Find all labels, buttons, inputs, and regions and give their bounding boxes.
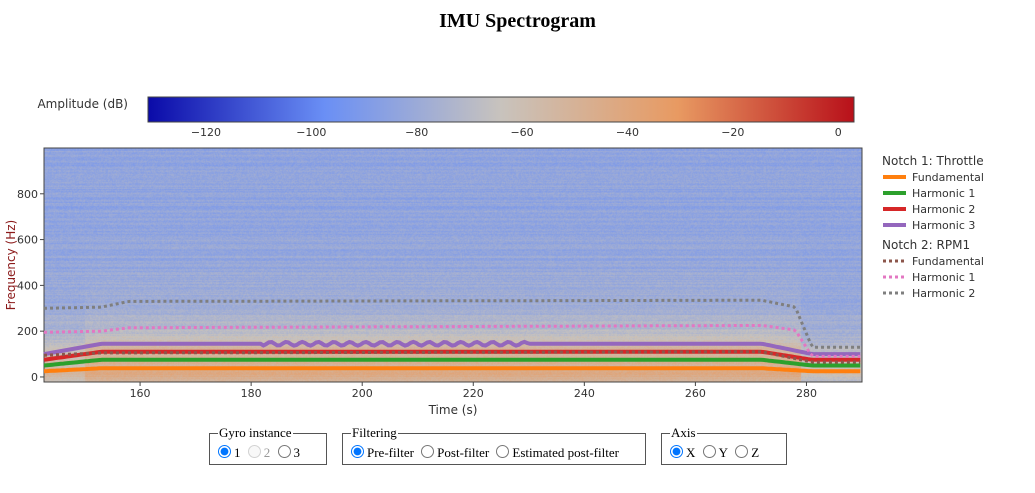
colorbar-tick: −100	[296, 126, 326, 139]
x-tick-label: 180	[241, 387, 262, 400]
x-tick-label: 220	[463, 387, 484, 400]
colorbar-tick: −80	[405, 126, 428, 139]
y-tick-label: 200	[17, 325, 38, 338]
legend-group-title: Notch 2: RPM1	[882, 238, 970, 252]
legend-item[interactable]: Fundamental	[912, 255, 984, 268]
axis-option-x[interactable]: X	[670, 445, 695, 460]
series-line-fundamental[interactable]	[44, 368, 860, 371]
x-tick-label: 200	[352, 387, 373, 400]
gyro-option-1[interactable]: 1	[218, 445, 241, 460]
axis-option-y[interactable]: Y	[703, 445, 728, 460]
legend-item[interactable]: Harmonic 1	[912, 187, 975, 200]
colorbar-tick: −60	[510, 126, 533, 139]
filter-option-estimated[interactable]: Estimated post-filter	[496, 445, 619, 460]
gyro-option-3[interactable]: 3	[278, 445, 301, 460]
colorbar-tick: 0	[835, 126, 842, 139]
filtering-group: Filtering Pre-filter Post-filter Estimat…	[342, 425, 646, 465]
series-line-harmonic-2[interactable]	[44, 300, 860, 347]
colorbar	[148, 97, 854, 122]
legend-item[interactable]: Harmonic 1	[912, 271, 975, 284]
colorbar-tick: −20	[721, 126, 744, 139]
chart-svg: Amplitude (dB) −120 −100 −80 −60 −40 −20 0 160…	[0, 0, 1035, 425]
y-tick-label: 600	[17, 234, 38, 247]
colorbar-tick: −40	[616, 126, 639, 139]
x-axis-label: Time (s)	[428, 403, 478, 417]
x-tick-label: 280	[796, 387, 817, 400]
y-axis-label: Frequency (Hz)	[4, 220, 18, 311]
y-tick-label: 800	[17, 188, 38, 201]
filter-option-post[interactable]: Post-filter	[421, 445, 489, 460]
gyro-instance-legend: Gyro instance	[218, 425, 293, 441]
x-tick-label: 160	[130, 387, 151, 400]
gyro-instance-group: Gyro instance 1 2 3	[209, 425, 327, 465]
filtering-legend: Filtering	[351, 425, 398, 441]
colorbar-label: Amplitude (dB)	[37, 97, 128, 111]
legend-item[interactable]: Harmonic 2	[912, 287, 975, 300]
axis-legend: Axis	[670, 425, 697, 441]
legend-item[interactable]: Harmonic 3	[912, 219, 975, 232]
x-tick-label: 260	[685, 387, 706, 400]
y-tick-label: 0	[31, 371, 38, 384]
series-line-harmonic-1[interactable]	[44, 360, 860, 366]
y-tick-label: 400	[17, 279, 38, 292]
x-tick-label: 240	[574, 387, 595, 400]
legend-item[interactable]: Fundamental	[912, 171, 984, 184]
colorbar-tick: −120	[191, 126, 221, 139]
axis-option-z[interactable]: Z	[735, 445, 759, 460]
gyro-option-2: 2	[248, 445, 271, 460]
axis-group: Axis X Y Z	[661, 425, 787, 465]
legend-item[interactable]: Harmonic 2	[912, 203, 975, 216]
filter-option-pre[interactable]: Pre-filter	[351, 445, 414, 460]
legend-group-title: Notch 1: Throttle	[882, 154, 984, 168]
